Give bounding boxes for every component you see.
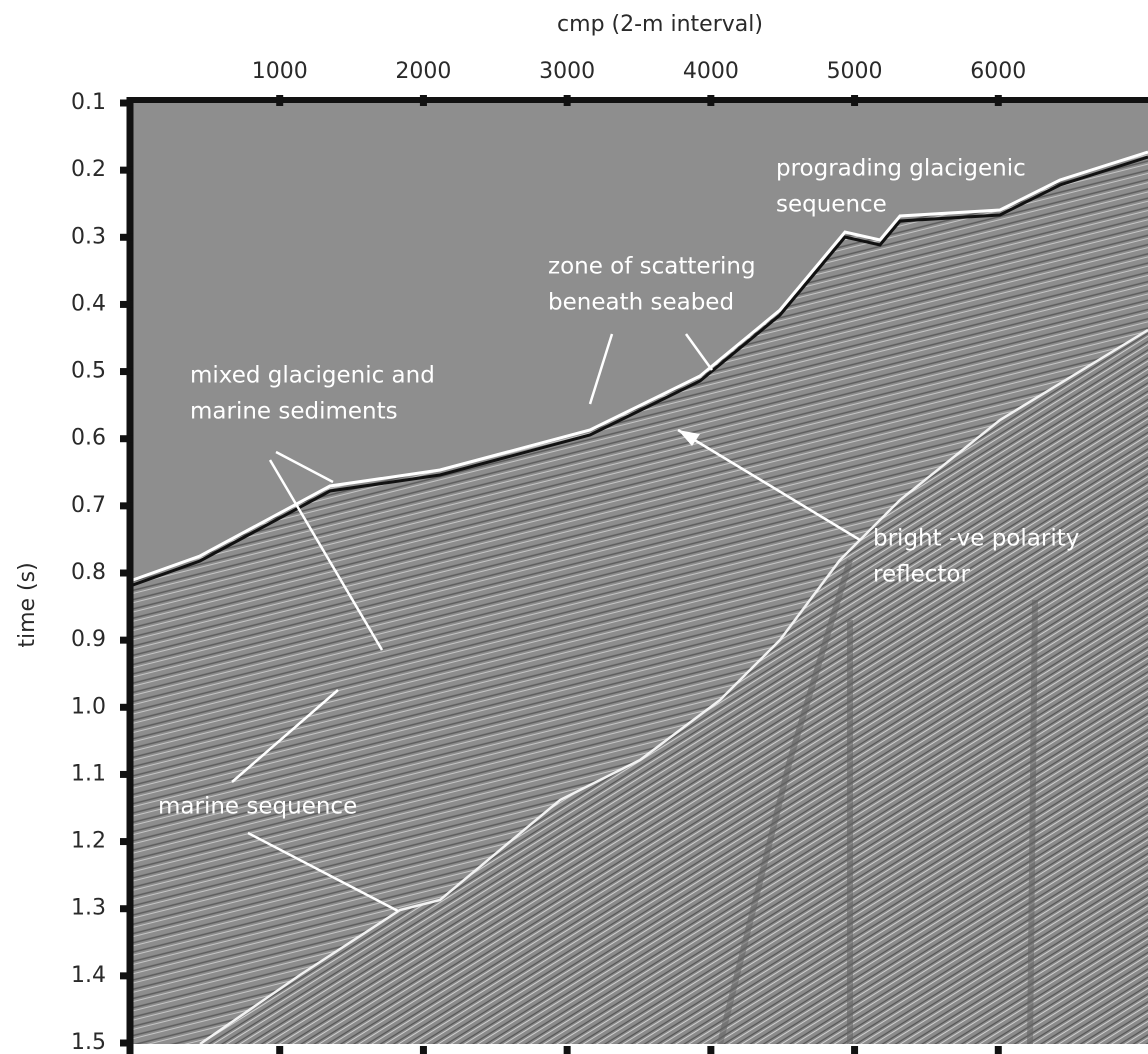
annotation: beneath seabed (548, 290, 734, 316)
y-tick-label: 1.4 (71, 963, 106, 988)
y-tick-label: 1.0 (71, 694, 106, 719)
arrow-head (678, 430, 700, 446)
pointer (268, 459, 384, 651)
annotation: sequence (776, 192, 887, 218)
y-tick-label: 0.8 (71, 560, 106, 585)
x-tick-label: 6000 (970, 59, 1026, 84)
y-axis-label: time (s) (15, 562, 40, 647)
y-tick-label: 0.9 (71, 627, 106, 652)
pointer (231, 689, 339, 783)
y-tick-label: 1.3 (71, 896, 106, 921)
y-tick-label: 0.5 (71, 359, 106, 384)
y-tick-label: 0.6 (71, 426, 106, 451)
y-tick-label: 0.7 (71, 493, 106, 518)
pointer (677, 428, 861, 542)
x-axis-label: cmp (2-m interval) (557, 12, 763, 37)
annotation: zone of scattering (548, 254, 756, 280)
annotation: marine sequence (158, 794, 357, 820)
y-tick-label: 0.4 (71, 291, 106, 316)
y-tick-label: 0.1 (71, 90, 106, 115)
seismic-image (133, 102, 1148, 1044)
y-tick-label: 1.1 (71, 761, 106, 786)
annotation: bright -ve polarity (873, 526, 1079, 552)
pointer (275, 450, 334, 484)
x-tick-label: 3000 (539, 59, 595, 84)
x-tick-label: 5000 (827, 59, 883, 84)
annotation: marine sediments (190, 399, 398, 425)
pointer (684, 333, 714, 371)
y-tick-label: 1.5 (71, 1030, 106, 1054)
annotation: reflector (873, 562, 970, 588)
pointer (247, 831, 399, 913)
x-tick-label: 2000 (395, 59, 451, 84)
annotation: prograding glacigenic (776, 156, 1026, 182)
x-tick-label: 4000 (683, 59, 739, 84)
y-tick-label: 1.2 (71, 829, 106, 854)
x-tick-label: 1000 (252, 59, 308, 84)
annotation: mixed glacigenic and (190, 363, 435, 389)
y-tick-label: 0.2 (71, 157, 106, 182)
pointer (588, 333, 614, 405)
y-tick-label: 0.3 (71, 224, 106, 249)
